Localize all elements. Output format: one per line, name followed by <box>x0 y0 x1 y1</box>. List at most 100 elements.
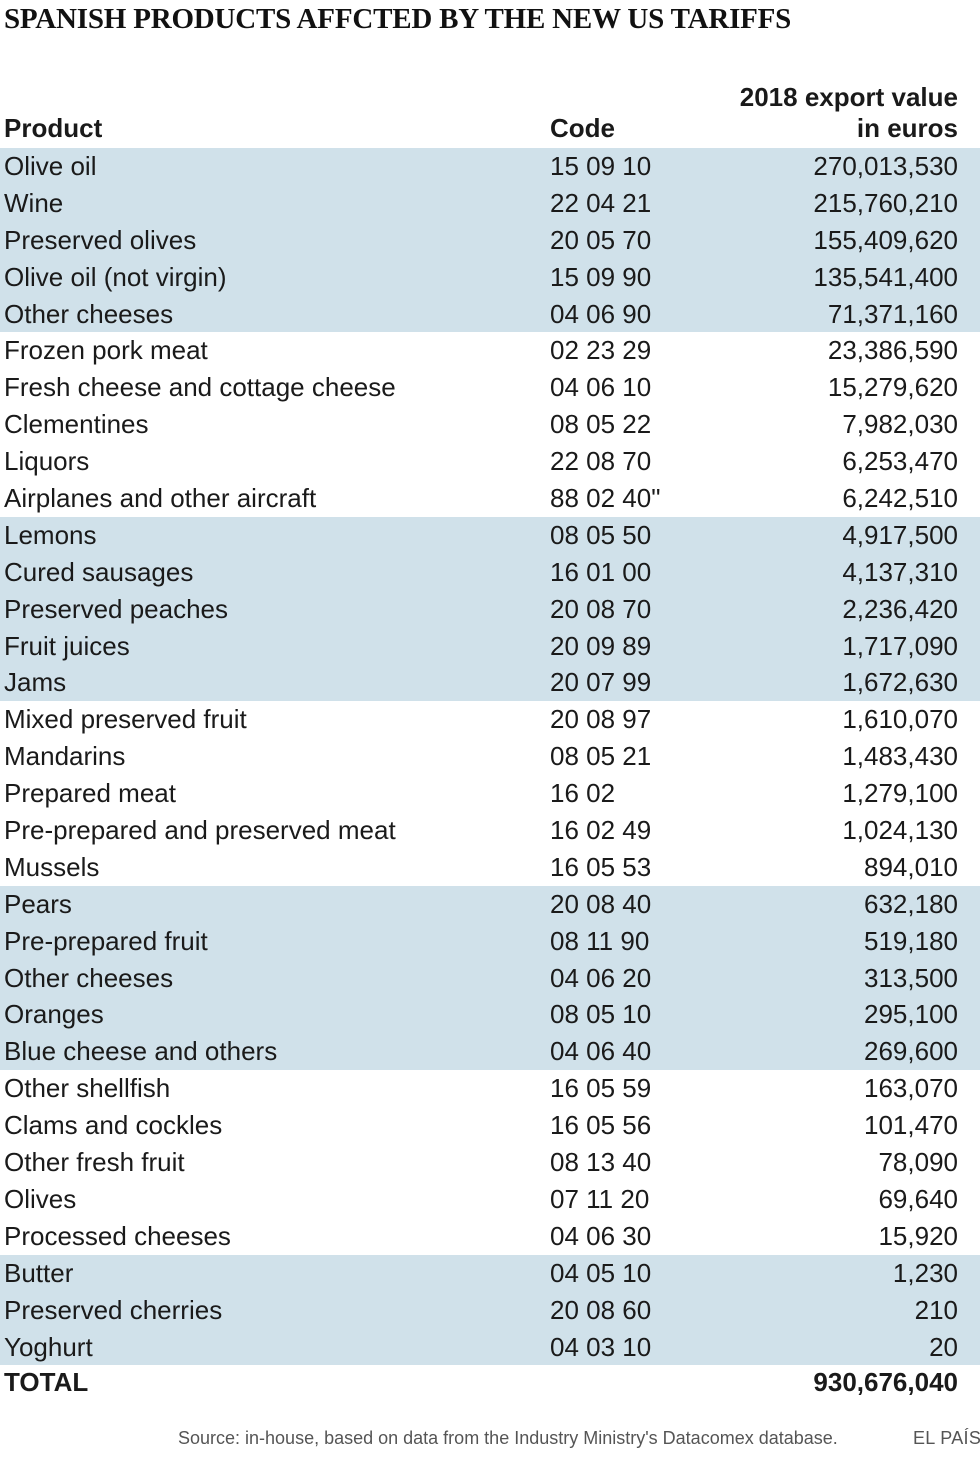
cell-code: 20 08 70 <box>550 593 652 624</box>
table-row: Preserved olives 20 05 70 155,409,620 <box>0 221 980 259</box>
cell-value: 23,386,590 <box>827 335 958 366</box>
table-row: Airplanes and other aircraft 88 02 40" 6,2… <box>0 480 980 517</box>
cell-code: 08 05 22 <box>550 409 652 440</box>
column-header-value: 2018 export value in euros <box>740 82 958 144</box>
cell-code: 04 06 10 <box>550 372 652 403</box>
cell-code: 15 09 10 <box>550 151 652 181</box>
cell-value: 1,230 <box>892 1257 958 1288</box>
cell-code: 04 06 90 <box>550 298 652 329</box>
cell-code: 20 09 89 <box>550 630 652 661</box>
cell-product: Clementines <box>4 409 149 440</box>
cell-code: 20 08 97 <box>550 704 652 735</box>
cell-value: 210 <box>914 1294 958 1325</box>
cell-value: 15,920 <box>878 1220 958 1251</box>
table-row: Mandarins 08 05 21 1,483,430 <box>0 738 980 775</box>
table-row: Wine 22 04 21 215,760,210 <box>0 184 980 222</box>
cell-code: 04 06 30 <box>550 1220 652 1251</box>
cell-value: 20 <box>929 1331 958 1362</box>
table-row: Yoghurt 04 03 10 20 <box>0 1328 980 1366</box>
table-row: Other shellfish 16 05 59 163,070 <box>0 1070 980 1107</box>
cell-value: 2,236,420 <box>842 593 958 624</box>
cell-value: 270,013,530 <box>813 151 958 181</box>
cell-value: 15,279,620 <box>827 372 958 403</box>
cell-product: Other shellfish <box>4 1073 171 1104</box>
table-row: Preserved peaches 20 08 70 2,236,420 <box>0 590 980 628</box>
cell-product: Olive oil <box>4 151 97 181</box>
table-row: Mussels 16 05 53 894,010 <box>0 849 980 886</box>
cell-code: 20 05 70 <box>550 224 652 255</box>
table-row: Mixed preserved fruit 20 08 97 1,610,070 <box>0 701 980 738</box>
cell-product: Preserved peaches <box>4 593 229 624</box>
cell-value: 519,180 <box>864 925 958 956</box>
cell-code: 08 13 40 <box>550 1147 652 1178</box>
total-row: TOTAL 930,676,040 <box>0 1364 980 1401</box>
cell-product: Pre-prepared and preserved meat <box>4 815 396 846</box>
table-row: Clementines 08 05 22 7,982,030 <box>0 406 980 443</box>
cell-code: 20 08 60 <box>550 1294 652 1325</box>
cell-product: Oranges <box>4 999 104 1030</box>
cell-value: 4,137,310 <box>842 556 958 587</box>
cell-value: 135,541,400 <box>813 261 958 292</box>
total-value: 930,676,040 <box>813 1367 958 1397</box>
cell-code: 08 05 21 <box>550 741 652 772</box>
cell-value: 6,242,510 <box>842 483 958 514</box>
cell-value: 6,253,470 <box>842 446 958 477</box>
cell-product: Other cheeses <box>4 298 174 329</box>
cell-product: Olives <box>4 1183 77 1214</box>
cell-code: 08 05 10 <box>550 999 652 1030</box>
cell-product: Mandarins <box>4 741 126 772</box>
cell-value: 1,672,630 <box>842 667 958 698</box>
cell-product: Olive oil (not virgin) <box>4 261 227 292</box>
cell-value: 215,760,210 <box>813 187 958 218</box>
table-row: Clams and cockles 16 05 56 101,470 <box>0 1107 980 1144</box>
cell-code: 08 11 90 <box>550 925 650 956</box>
table-row: Cured sausages 16 01 00 4,137,310 <box>0 553 980 591</box>
table-row: Blue cheese and others 04 06 40 269,600 <box>0 1033 980 1071</box>
cell-product: Jams <box>4 667 67 698</box>
cell-value: 1,610,070 <box>842 704 958 735</box>
cell-product: Pre-prepared fruit <box>4 925 208 956</box>
table-header: Product Code 2018 export value in euros <box>0 80 980 148</box>
cell-code: 22 04 21 <box>550 187 652 218</box>
cell-code: 04 06 20 <box>550 962 652 993</box>
cell-code: 20 07 99 <box>550 667 652 698</box>
table-row: Olives 07 11 20 69,640 <box>0 1181 980 1218</box>
cell-value: 1,279,100 <box>842 778 958 809</box>
table-row: Preserved cherries 20 08 60 210 <box>0 1291 980 1329</box>
cell-value: 101,470 <box>864 1110 958 1141</box>
table-row: Jams 20 07 99 1,672,630 <box>0 664 980 702</box>
cell-product: Preserved cherries <box>4 1294 223 1325</box>
table-row: Butter 04 05 10 1,230 <box>0 1254 980 1292</box>
cell-code: 16 02 <box>550 778 616 809</box>
cell-product: Preserved olives <box>4 224 197 255</box>
table-row: Pre-prepared fruit 08 11 90 519,180 <box>0 922 980 960</box>
cell-value: 78,090 <box>878 1147 958 1178</box>
cell-value: 295,100 <box>864 999 958 1030</box>
cell-code: 02 23 29 <box>550 335 652 366</box>
cell-value: 4,917,500 <box>842 519 958 550</box>
cell-value: 69,640 <box>878 1183 958 1214</box>
table-row: Fresh cheese and cottage cheese 04 06 10 1… <box>0 369 980 406</box>
cell-product: Wine <box>4 187 64 218</box>
column-header-value-line1: 2018 export value <box>739 82 958 112</box>
cell-code: 04 06 40 <box>550 1036 652 1067</box>
cell-code: 08 05 50 <box>550 519 652 550</box>
cell-code: 16 01 00 <box>550 556 652 587</box>
cell-code: 16 05 56 <box>550 1110 652 1141</box>
cell-code: 07 11 20 <box>550 1183 650 1214</box>
cell-product: Blue cheese and others <box>4 1036 278 1067</box>
table-row: Pears 20 08 40 632,180 <box>0 885 980 923</box>
cell-product: Yoghurt <box>4 1331 93 1362</box>
cell-value: 269,600 <box>864 1036 958 1067</box>
cell-code: 22 08 70 <box>550 446 652 477</box>
cell-product: Mussels <box>4 851 100 882</box>
cell-product: Clams and cockles <box>4 1110 223 1141</box>
column-header-value-line2: in euros <box>856 113 958 143</box>
page-title: SPANISH PRODUCTS AFFCTED BY THE NEW US T… <box>4 3 792 35</box>
column-header-code: Code <box>550 113 615 143</box>
cell-product: Other cheeses <box>4 962 174 993</box>
cell-product: Airplanes and other aircraft <box>4 483 317 514</box>
cell-code: 15 09 90 <box>550 261 652 292</box>
cell-value: 1,024,130 <box>842 815 958 846</box>
cell-code: 20 08 40 <box>550 888 652 919</box>
